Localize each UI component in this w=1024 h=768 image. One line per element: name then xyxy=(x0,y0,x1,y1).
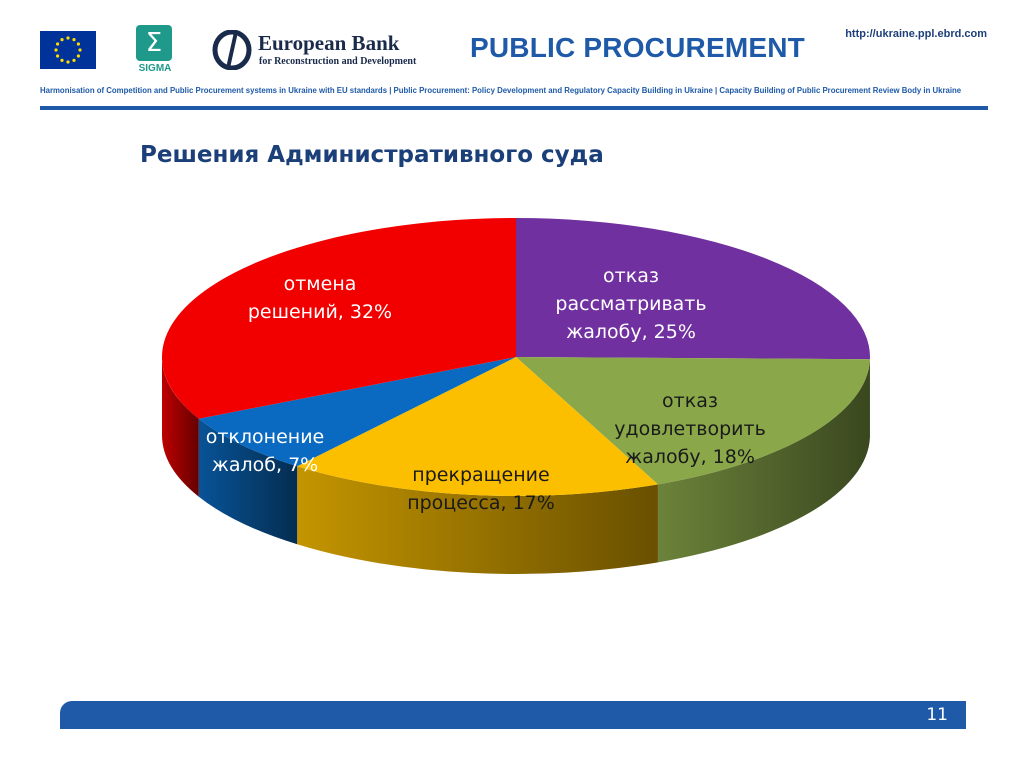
pie-top xyxy=(161,218,870,496)
slice-label: процесса, 17% xyxy=(407,492,555,514)
slice-label: удовлетворить xyxy=(614,418,766,440)
slice-label: рассматривать xyxy=(555,293,706,315)
project-description: Harmonisation of Competition and Public … xyxy=(40,86,962,95)
ebrd-emblem-icon xyxy=(212,30,252,70)
eu-star-icon xyxy=(56,54,60,58)
page-number: 11 xyxy=(926,705,948,725)
sigma-label: SIGMA xyxy=(138,63,172,74)
pie-slice xyxy=(516,218,870,360)
eu-star-icon xyxy=(54,48,58,52)
eu-star-icon xyxy=(60,38,64,42)
eu-star-icon xyxy=(66,36,70,40)
slice-label: жалобу, 25% xyxy=(566,321,696,343)
slice-label: решений, 32% xyxy=(248,301,392,323)
header-divider xyxy=(40,106,988,110)
pie-sides xyxy=(162,357,870,574)
slice-label: отказ xyxy=(662,390,718,412)
eu-star-icon xyxy=(60,58,64,62)
eu-star-icon xyxy=(76,42,80,46)
pie-slice-side xyxy=(198,418,298,545)
slice-label: прекращение xyxy=(412,464,549,486)
eu-star-icon xyxy=(66,60,70,64)
slice-label: отказ xyxy=(603,265,659,287)
pie-slice xyxy=(297,357,658,496)
bank-name: European Bank xyxy=(258,31,400,55)
program-title: PUBLIC PROCUREMENT xyxy=(470,32,805,63)
pie-slice-side xyxy=(657,359,870,563)
eu-stars-icon xyxy=(54,36,82,64)
slice-label: отмена xyxy=(284,273,357,295)
eu-star-icon xyxy=(72,38,76,42)
header: Σ SIGMA European Bank for Reconstruction… xyxy=(0,0,1024,110)
pie-slice xyxy=(516,357,870,485)
eu-flag-logo xyxy=(40,31,96,69)
site-url[interactable]: http://ukraine.ppl.ebrd.com xyxy=(845,28,987,40)
sigma-symbol-icon: Σ xyxy=(136,25,172,61)
slice-label: жалобу, 18% xyxy=(625,446,755,468)
eu-star-icon xyxy=(78,48,82,52)
pie-labels: отказ рассматривать жалобу, 25% отказ удовле… xyxy=(206,265,766,514)
eu-star-icon xyxy=(72,58,76,62)
pie-slice xyxy=(198,357,516,467)
eu-star-icon xyxy=(76,54,80,58)
slice-label: жалоб, 7% xyxy=(212,454,318,476)
slice-label: отклонение xyxy=(206,426,325,448)
bank-subtitle: for Reconstruction and Development xyxy=(259,56,417,67)
footer-bar: 11 xyxy=(60,701,966,729)
pie-slice xyxy=(161,218,516,419)
slide-title: Решения Административного суда xyxy=(140,142,604,168)
sigma-logo: Σ SIGMA xyxy=(134,25,176,77)
pie-slice-side xyxy=(162,357,199,497)
pie-slice-side xyxy=(297,466,658,574)
eu-star-icon xyxy=(56,42,60,46)
